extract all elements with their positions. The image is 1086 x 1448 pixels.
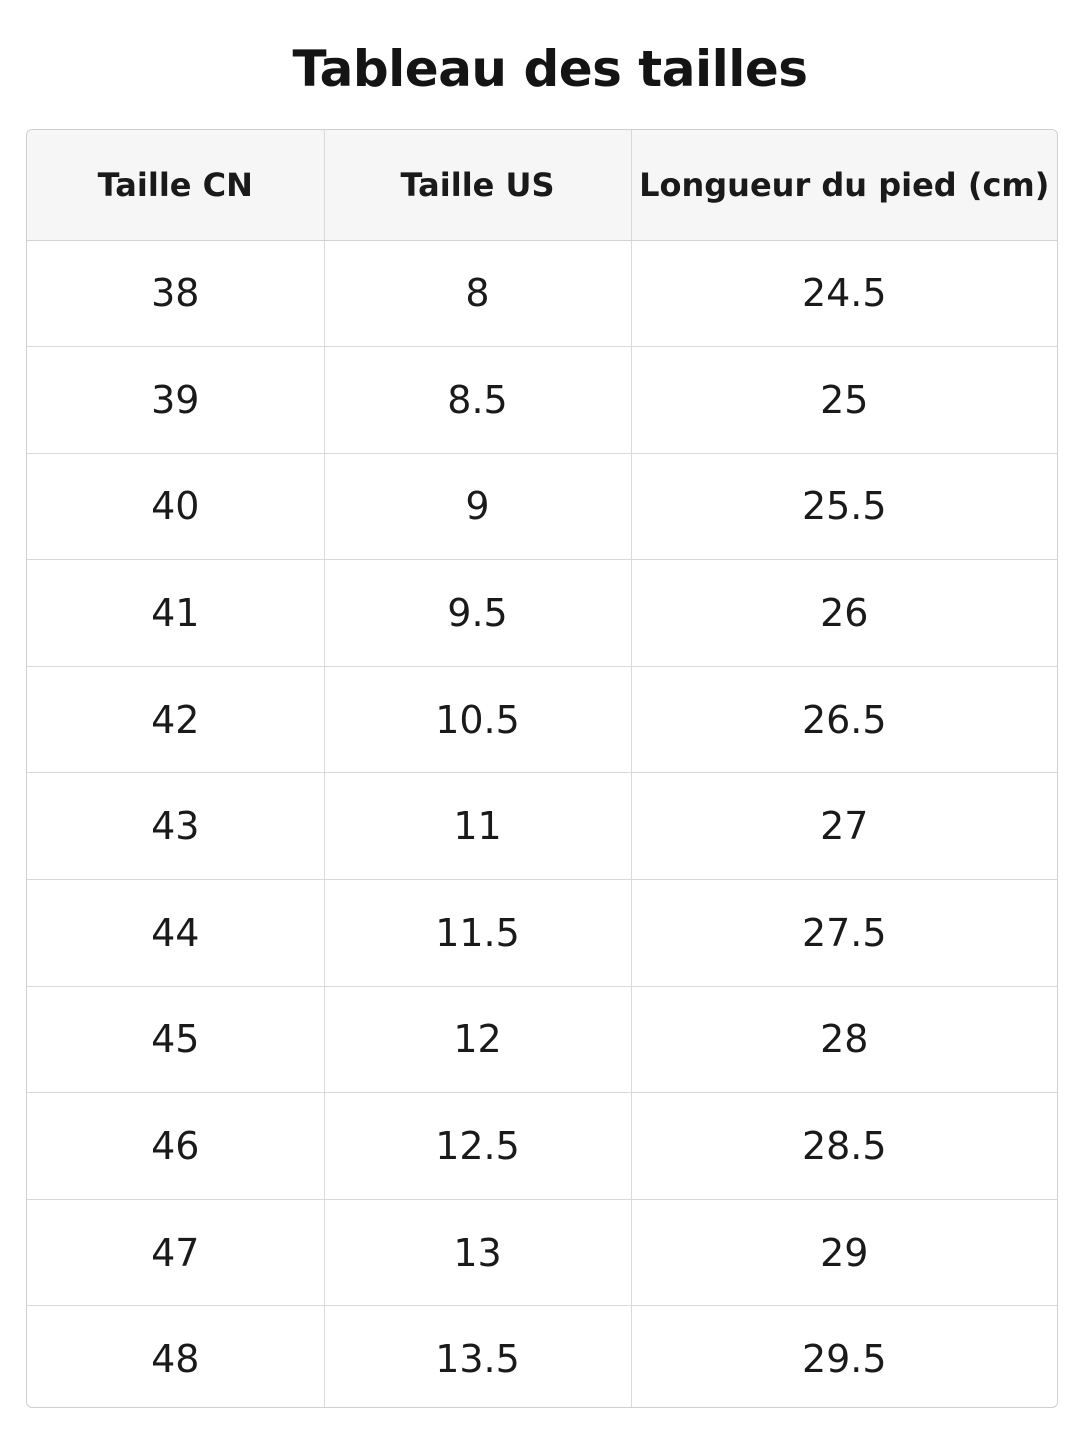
cn-size-cell: 43 (27, 772, 324, 880)
us-size-cell: 11 (323, 772, 631, 880)
foot-length-cell: 25.5 (630, 452, 1057, 560)
us-size-cell: 10.5 (323, 665, 631, 773)
foot-length-cell: 27.5 (630, 879, 1057, 987)
cn-size-cell: 42 (27, 665, 324, 773)
table-row: 48 13.5 29.5 (27, 1305, 1057, 1407)
cn-size-cell: 45 (27, 985, 324, 1093)
foot-length-cell: 29.5 (630, 1305, 1057, 1407)
cn-size-cell: 38 (151, 271, 200, 316)
table-row: 40 9 25.5 (27, 452, 1057, 560)
us-size-cell: 9 (323, 452, 631, 560)
size-chart-table-container: Taille CN Taille US Longueur du pied (cm… (26, 129, 1058, 1408)
cn-size-cell: 46 (27, 1092, 324, 1200)
us-size-cell: 11.5 (323, 879, 631, 987)
size-chart-table: Taille CN Taille US Longueur du pied (cm… (27, 130, 1057, 1407)
table-row: 46 12.5 28.5 (27, 1092, 1057, 1200)
header-row: Taille CN Taille US Longueur du pied (cm… (27, 130, 1057, 241)
us-size-cell: 13 (323, 1198, 631, 1306)
foot-length-cell: 26 (630, 559, 1057, 667)
foot-length-cell: 29 (630, 1198, 1057, 1306)
cn-size-cell: 47 (27, 1198, 324, 1306)
table-row: 43 11 27 (27, 772, 1057, 880)
us-size-cell: 9.5 (323, 559, 631, 667)
foot-length-cell: 28.5 (630, 1092, 1057, 1200)
cn-size-cell: 40 (27, 452, 324, 560)
table-header: Taille CN Taille US Longueur du pied (cm… (27, 130, 1057, 241)
us-size-cell: 8 (323, 240, 631, 347)
us-size-cell: 8.5 (323, 346, 631, 454)
table-row: 44 11.5 27.5 (27, 879, 1057, 987)
foot-length-cell: 25 (630, 346, 1057, 454)
table-row: 38 8 24.5 (27, 240, 1057, 347)
us-size-cell: 12.5 (323, 1092, 631, 1200)
table-row: 45 12 28 (27, 985, 1057, 1093)
foot-length-cell: 24.5 (630, 240, 1057, 347)
header-us-size: Taille US (323, 130, 631, 241)
table-row: 39 8.5 25 (27, 346, 1057, 454)
cn-size-cell: 39 (27, 346, 324, 454)
header-foot-length: Longueur du pied (cm) (630, 130, 1057, 241)
header-cn-size: Taille CN (27, 130, 324, 241)
table-row: 41 9.5 26 (27, 559, 1057, 667)
foot-length-cell: 27 (630, 772, 1057, 880)
cn-size-cell: 48 (27, 1305, 324, 1407)
cn-size-cell: 41 (27, 559, 324, 667)
table-row: 47 13 29 (27, 1198, 1057, 1306)
table-body: 38 8 24.5 39 8.5 25 40 9 25.5 41 9.5 26 … (27, 240, 1057, 1407)
foot-length-cell: 28 (630, 985, 1057, 1093)
us-size-cell: 12 (323, 985, 631, 1093)
us-size-cell: 13.5 (323, 1305, 631, 1407)
foot-length-cell: 26.5 (630, 665, 1057, 773)
page-title: Tableau des tailles (292, 40, 808, 98)
table-row: 42 10.5 26.5 (27, 665, 1057, 773)
cn-size-cell: 44 (27, 879, 324, 987)
